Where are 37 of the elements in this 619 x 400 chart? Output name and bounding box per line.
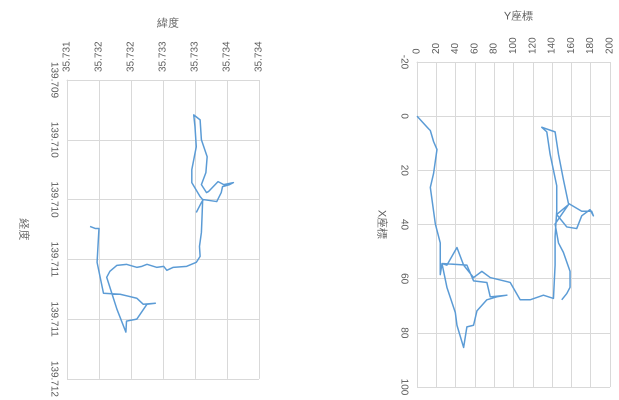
x-axis-title: Y座標 — [504, 10, 534, 22]
x-tick-label: 160 — [566, 36, 577, 54]
x-tick-label: 100 — [508, 36, 519, 54]
y-tick-label: 139.710 — [48, 181, 60, 218]
x-tick-label: 60 — [469, 42, 480, 54]
y-tick-label: 20 — [398, 164, 410, 176]
x-tick-label: 140 — [546, 36, 558, 54]
y-tick-label: 60 — [398, 273, 410, 285]
y-tick-label: 40 — [398, 218, 410, 230]
x-tick-label: 35.734 — [222, 40, 232, 72]
y-tick-label: 80 — [398, 327, 410, 339]
y-axis-title: X座標 — [376, 210, 388, 240]
x-tick-label: 0 — [412, 48, 422, 54]
y-tick-label: 139.711 — [48, 242, 60, 278]
x-tick-label: 35.733 — [158, 40, 168, 72]
x-axis-title: 緯度 — [156, 16, 179, 30]
x-tick-label: 180 — [585, 36, 596, 54]
x-tick-label: 35.731 — [62, 40, 72, 72]
x-tick-label: 35.734 — [254, 40, 264, 72]
x-tick-label: 35.733 — [190, 40, 200, 72]
y-tick-label: 0 — [398, 113, 410, 120]
x-tick-label: 35.732 — [94, 40, 104, 72]
line-series — [89, 114, 234, 333]
x-tick-label: 80 — [488, 42, 500, 54]
x-tick-label: 120 — [527, 36, 538, 54]
y-tick-label: 139.712 — [48, 360, 60, 398]
y-axis-title: 経度 — [18, 217, 30, 240]
y-tick-label: 139.709 — [48, 62, 60, 99]
y-tick-label: 139.711 — [48, 301, 60, 338]
y-tick-label: 100 — [398, 378, 410, 396]
x-tick-label: 20 — [430, 42, 442, 54]
x-tick-label: 35.732 — [126, 40, 136, 72]
x-tick-label: 40 — [450, 42, 462, 54]
x-tick-label: 200 — [604, 36, 616, 54]
y-tick-label: -20 — [398, 54, 410, 70]
y-tick-label: 139.710 — [48, 122, 60, 158]
line-series — [416, 115, 594, 348]
